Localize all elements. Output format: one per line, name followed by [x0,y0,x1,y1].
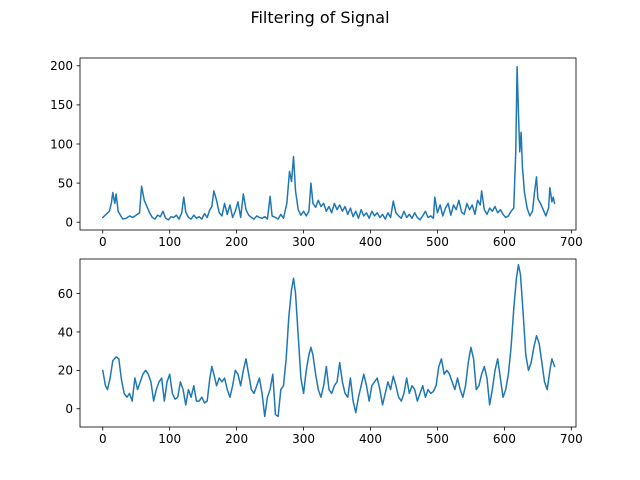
bottom-x-tick-label: 400 [359,432,382,446]
top-series-line-0 [102,65,556,221]
bottom-y-tick-label: 20 [58,364,73,378]
bottom-axes-frame [79,258,577,428]
bottom-x-tick-label: 600 [493,432,516,446]
top-x-tick-label: 600 [493,235,516,249]
top-x-tick-label: 0 [99,235,107,249]
bottom-y-tick-label: 0 [65,402,73,416]
top-x-tick-label: 500 [426,235,449,249]
top-y-tick-label: 200 [50,59,73,73]
top-axes-frame [79,57,577,231]
bottom-y-tick-label: 60 [58,287,73,301]
top-y-tick-label: 100 [50,137,73,151]
top-x-tick-label: 100 [158,235,181,249]
top-x-tick-label: 400 [359,235,382,249]
bottom-x-tick-label: 100 [158,432,181,446]
bottom-x-tick-label: 0 [99,432,107,446]
bottom-x-tick-label: 200 [225,432,248,446]
top-y-tick-label: 150 [50,98,73,112]
bottom-y-tick-label: 40 [58,325,73,339]
top-axes: 0 100 200 300 400 500 600 700 0 50 100 150 200 [50,57,583,249]
top-x-tick-label: 200 [225,235,248,249]
top-x-tick-label: 300 [292,235,315,249]
top-y-tick-label: 50 [58,176,73,190]
top-x-tick-label: 700 [560,235,583,249]
bottom-x-tick-label: 500 [426,432,449,446]
bottom-x-tick-label: 300 [292,432,315,446]
top-y-tick-label: 0 [65,215,73,229]
bottom-axes: 0 100 200 300 400 500 600 700 0 20 40 60 [58,258,583,446]
figure-title: Filtering of Signal [250,8,389,27]
bottom-series-line-0 [102,264,556,418]
bottom-x-tick-label: 700 [560,432,583,446]
